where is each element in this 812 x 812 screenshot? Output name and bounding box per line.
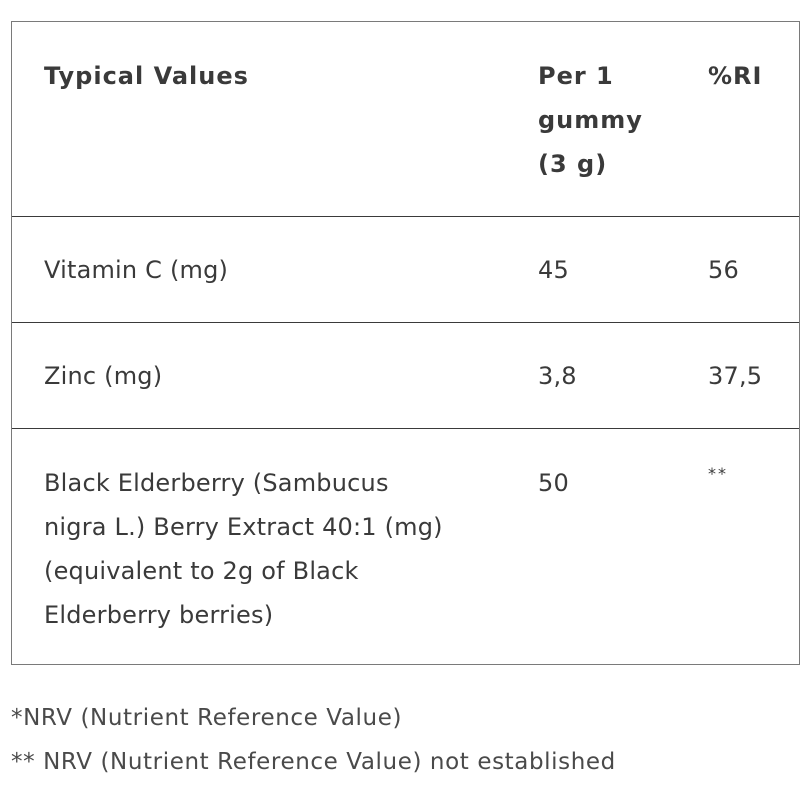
row-per-value: 3,8 [538,362,577,390]
row-name-line-1: Black Elderberry (Sambucus [44,469,389,497]
row-ri-value: 56 [708,256,739,284]
header-per-line-3: (3 g) [538,150,608,178]
nutrition-table: Typical Values Per 1 gummy (3 g) %RI Vit… [11,21,800,665]
row-name: Black Elderberry (Sambucus nigra L.) Ber… [44,461,494,637]
row-name: Vitamin C (mg) [44,256,229,284]
footnote-nrv: *NRV (Nutrient Reference Value) [11,705,403,731]
row-name-line-4: Elderberry berries) [44,601,274,629]
header-per-serving: Per 1 gummy (3 g) [538,54,678,186]
row-ri-value: 37,5 [708,362,763,390]
header-per-line-1: Per 1 [538,62,614,90]
header-typical-values: Typical Values [44,62,249,90]
row-name-line-2: nigra L.) Berry Extract 40:1 (mg) [44,513,443,541]
row-per-value: 50 [538,469,569,497]
row-ri-value: ** [708,464,728,483]
row-name: Zinc (mg) [44,362,163,390]
table-row-zinc: Zinc (mg) 3,8 37,5 [12,323,799,429]
row-name-line-3: (equivalent to 2g of Black [44,557,359,585]
table-header-row: Typical Values Per 1 gummy (3 g) %RI [12,22,799,217]
table-row-vitamin-c: Vitamin C (mg) 45 56 [12,217,799,323]
footnote-nrv-not-established: ** NRV (Nutrient Reference Value) not es… [11,749,616,775]
table-row-black-elderberry: Black Elderberry (Sambucus nigra L.) Ber… [12,429,799,666]
row-per-value: 45 [538,256,569,284]
header-per-line-2: gummy [538,106,643,134]
header-ri: %RI [708,62,763,90]
